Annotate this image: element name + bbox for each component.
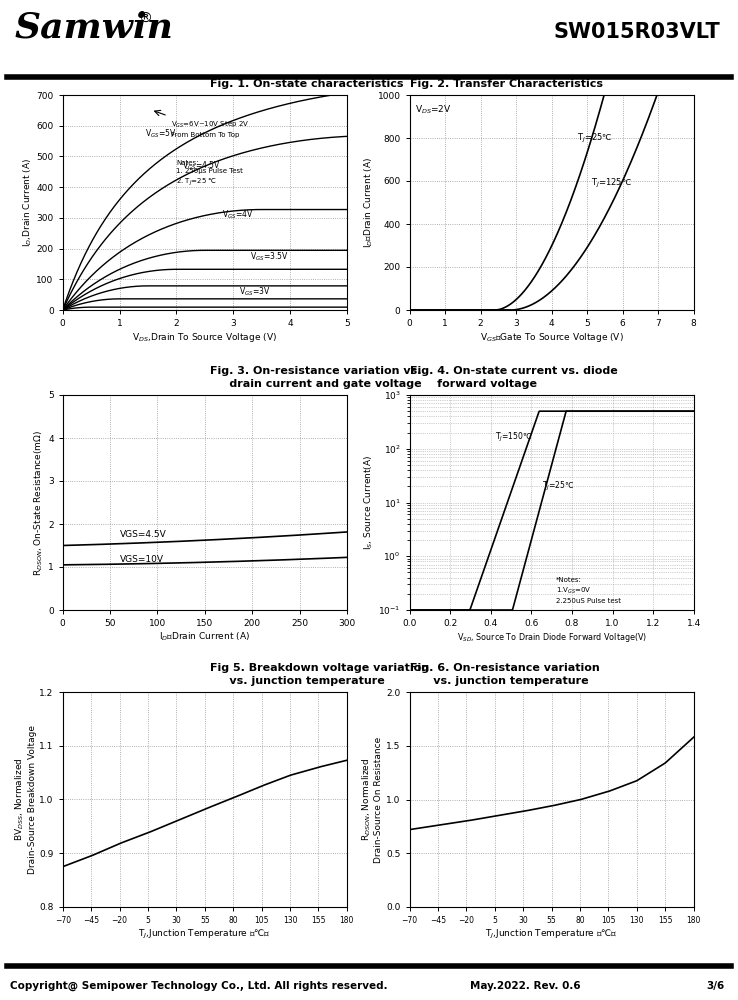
Text: V$_{GS}$=5V: V$_{GS}$=5V [145, 127, 176, 140]
X-axis label: T$_J$,Junction Temperature （℃）: T$_J$,Junction Temperature （℃） [486, 928, 618, 941]
Y-axis label: I$_D$,Drain Current (A): I$_D$,Drain Current (A) [21, 158, 34, 247]
Text: Fig. 1. On-state characteristics: Fig. 1. On-state characteristics [210, 79, 404, 89]
Text: T$_J$=25℃: T$_J$=25℃ [576, 132, 613, 145]
Text: V$_{GS}$=6V~10V,Step 2V
From Bottom To Top: V$_{GS}$=6V~10V,Step 2V From Bottom To T… [170, 120, 249, 138]
Text: Fig. 3. On-resistance variation vs.
     drain current and gate voltage: Fig. 3. On-resistance variation vs. drai… [210, 366, 422, 389]
Text: VGS=10V: VGS=10V [120, 555, 164, 564]
X-axis label: V$_{DS}$,Drain To Source Voltage (V): V$_{DS}$,Drain To Source Voltage (V) [132, 331, 277, 344]
Text: V$_{GS}$=3.5V: V$_{GS}$=3.5V [250, 250, 289, 263]
Y-axis label: R$_{DSON}$, Normalized
Drain-Source On Resistance: R$_{DSON}$, Normalized Drain-Source On R… [360, 736, 384, 863]
Y-axis label: R$_{DSON}$, On-State Resistance(mΩ): R$_{DSON}$, On-State Resistance(mΩ) [32, 429, 45, 576]
Text: Fig 5. Breakdown voltage variation
     vs. junction temperature: Fig 5. Breakdown voltage variation vs. j… [210, 663, 430, 686]
X-axis label: T$_J$,Junction Temperature （℃）: T$_J$,Junction Temperature （℃） [139, 928, 271, 941]
Text: SW015R03VLT: SW015R03VLT [554, 22, 720, 42]
Text: V$_{GS}$=4V: V$_{GS}$=4V [222, 209, 253, 221]
Text: V$_{GS}$=3V: V$_{GS}$=3V [239, 285, 270, 298]
Text: 3/6: 3/6 [707, 981, 725, 991]
Text: V$_{GS}$=4.5V: V$_{GS}$=4.5V [182, 160, 221, 172]
Text: Fig. 2. Transfer Characteristics: Fig. 2. Transfer Characteristics [410, 79, 603, 89]
Text: T$_J$=125℃: T$_J$=125℃ [590, 177, 632, 190]
X-axis label: V$_{SD}$, Source To Drain Diode Forward Voltage(V): V$_{SD}$, Source To Drain Diode Forward … [457, 631, 646, 644]
Text: Notes:
1. 250μs Pulse Test
2. T$_J$=25 ℃: Notes: 1. 250μs Pulse Test 2. T$_J$=25 ℃ [176, 160, 244, 188]
Text: *Notes:
1.V$_{GS}$=0V
2.250uS Pulse test: *Notes: 1.V$_{GS}$=0V 2.250uS Pulse test [556, 577, 621, 604]
Text: May.2022. Rev. 0.6: May.2022. Rev. 0.6 [470, 981, 581, 991]
Text: T$_J$=150℃: T$_J$=150℃ [494, 431, 532, 444]
Y-axis label: BV$_{DSS}$, Normalized
Drain-Source Breakdown Voltage: BV$_{DSS}$, Normalized Drain-Source Brea… [13, 725, 37, 874]
Text: ®: ® [138, 12, 152, 26]
Text: Samwin: Samwin [15, 11, 174, 45]
X-axis label: V$_{GS}$，Gate To Source Voltage (V): V$_{GS}$，Gate To Source Voltage (V) [480, 331, 624, 344]
Text: VGS=4.5V: VGS=4.5V [120, 530, 166, 539]
Text: Copyright@ Semipower Technology Co., Ltd. All rights reserved.: Copyright@ Semipower Technology Co., Ltd… [10, 981, 387, 991]
X-axis label: I$_D$，Drain Current (A): I$_D$，Drain Current (A) [159, 631, 250, 643]
Y-axis label: I$_D$，Drain Current (A): I$_D$，Drain Current (A) [362, 157, 375, 248]
Y-axis label: I$_S$, Source Current(A): I$_S$, Source Current(A) [363, 455, 376, 550]
Text: Fig. 4. On-state current vs. diode
       forward voltage: Fig. 4. On-state current vs. diode forwa… [410, 366, 618, 389]
Text: Fig. 6. On-resistance variation
      vs. junction temperature: Fig. 6. On-resistance variation vs. junc… [410, 663, 599, 686]
Text: T$_J$=25℃: T$_J$=25℃ [542, 480, 574, 493]
Text: V$_{DS}$=2V: V$_{DS}$=2V [415, 103, 452, 116]
